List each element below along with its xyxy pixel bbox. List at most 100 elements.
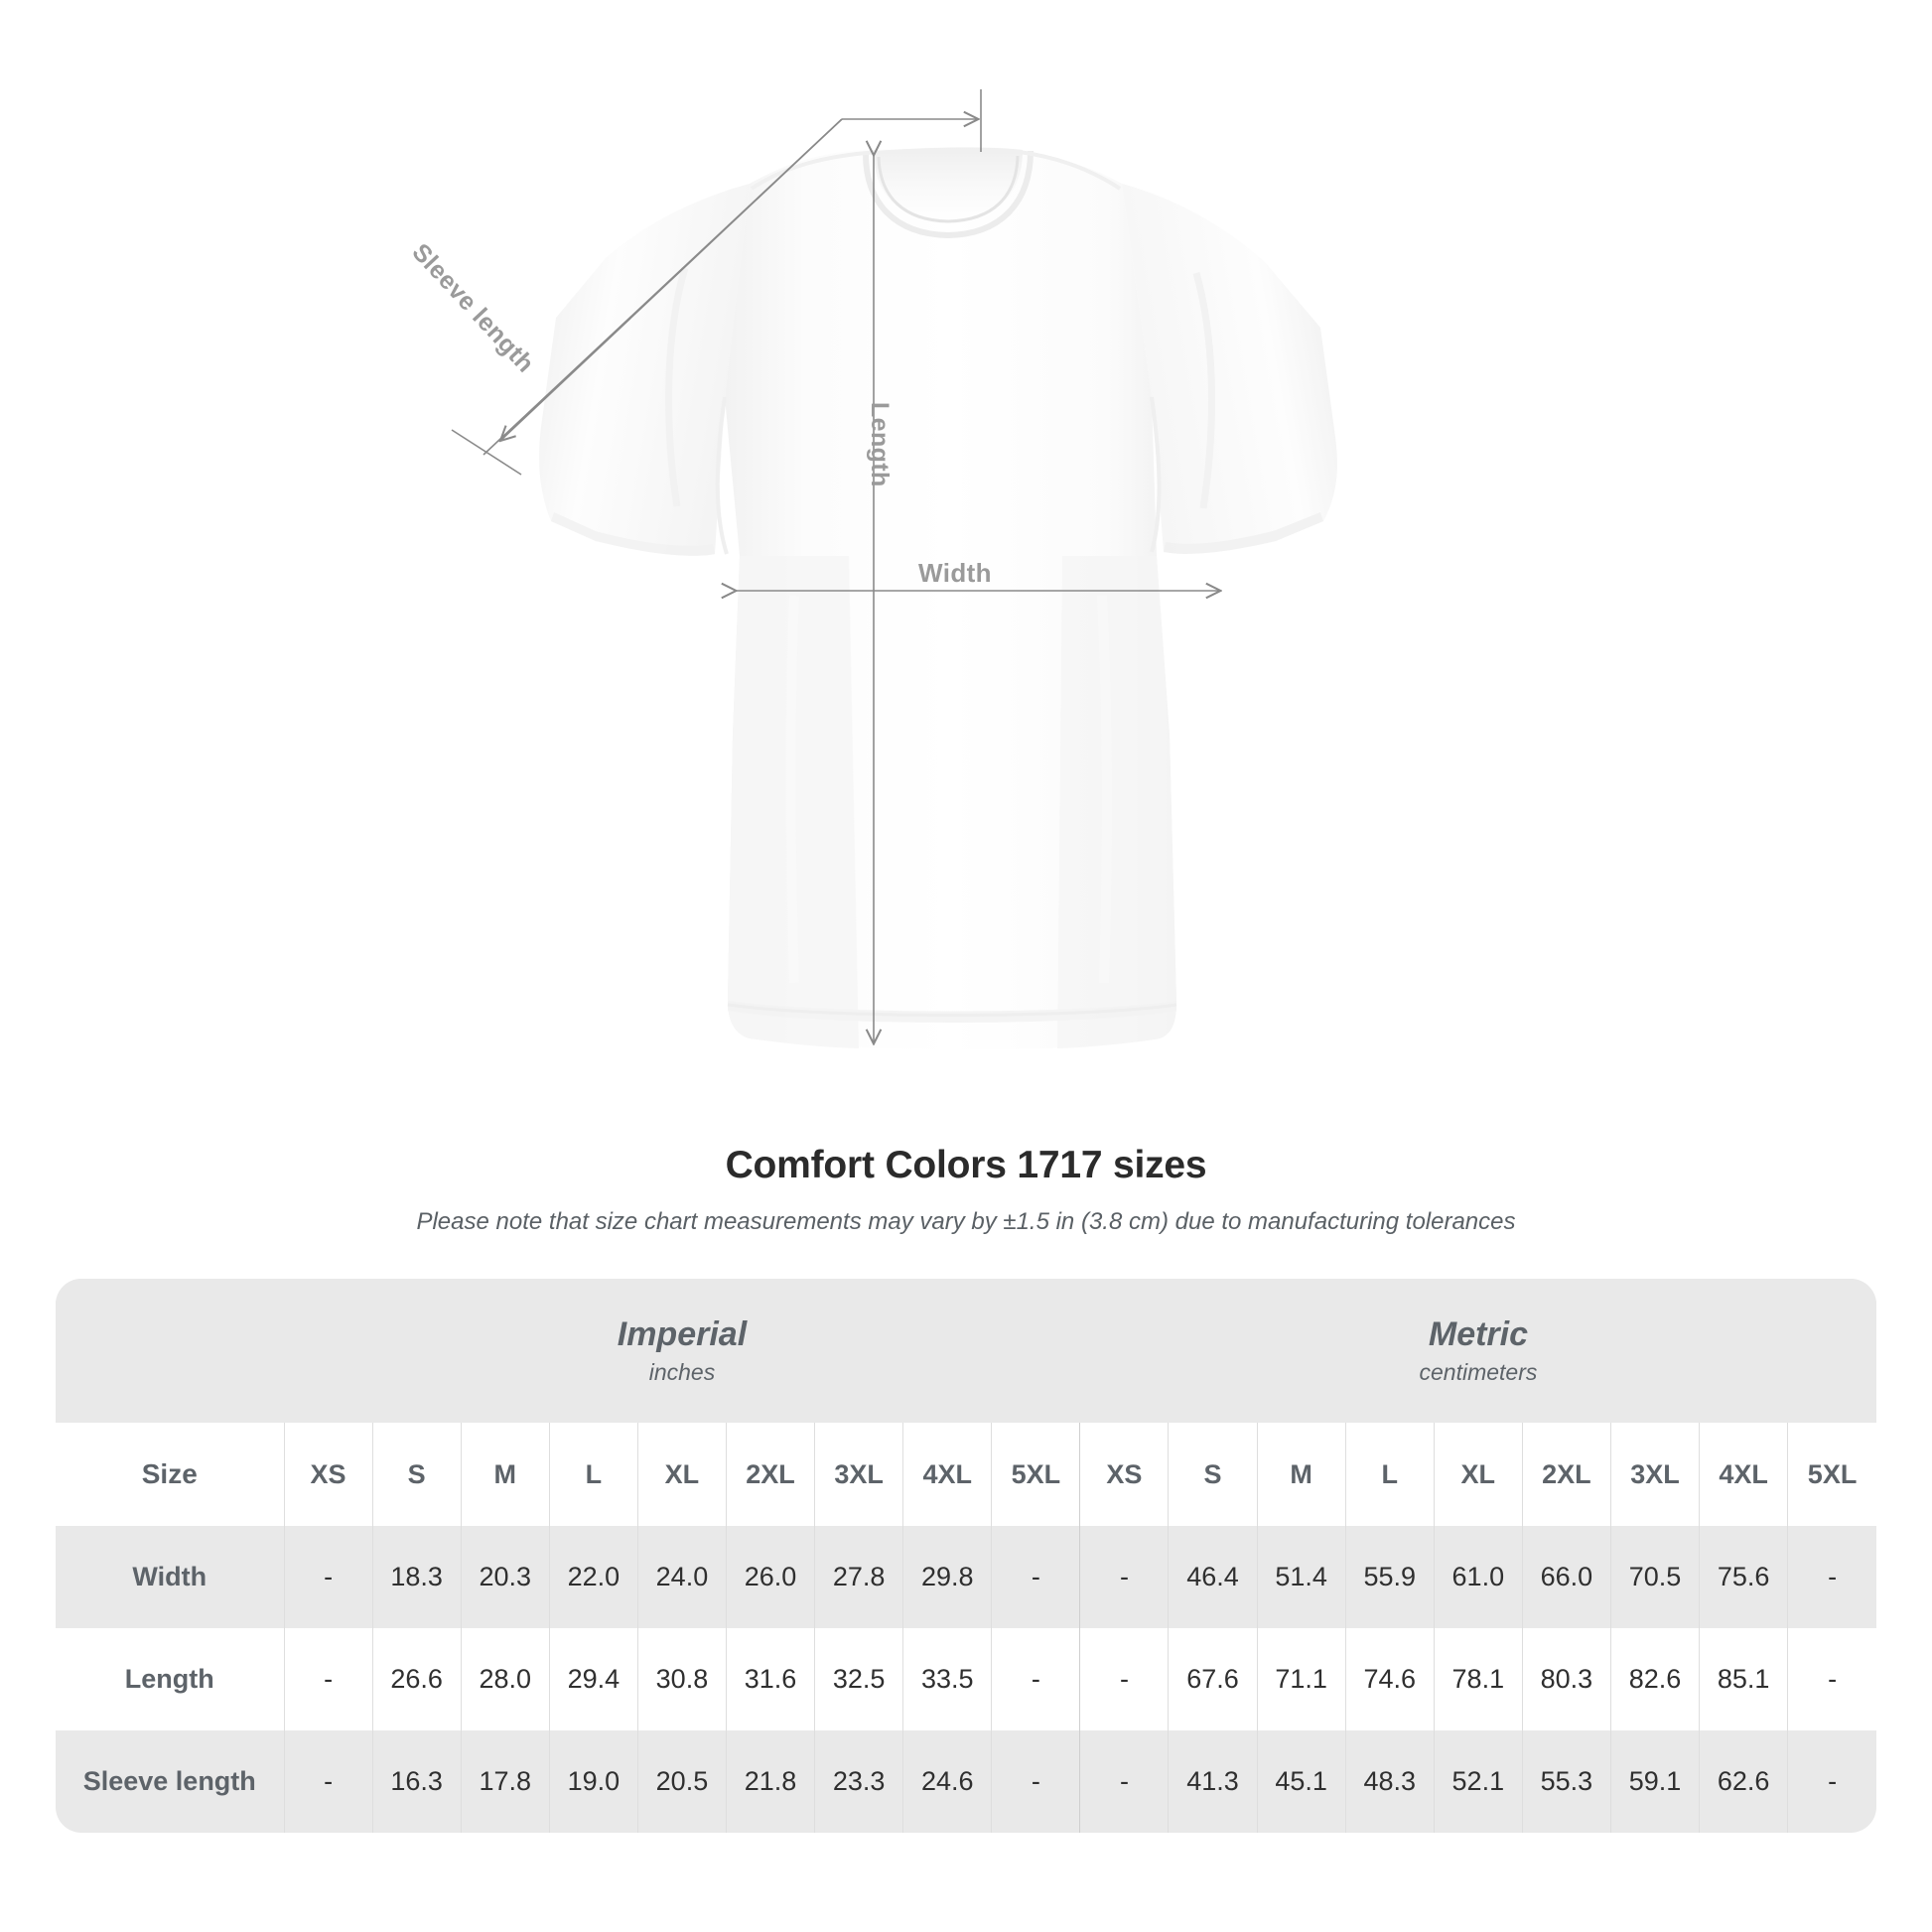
size-header-metric-3xl: 3XL — [1609, 1423, 1700, 1526]
cell-width-metric-s: 46.4 — [1168, 1526, 1258, 1628]
cell-sleeve-metric-5xl: - — [1787, 1730, 1876, 1833]
page-title: Comfort Colors 1717 sizes — [725, 1144, 1207, 1186]
cell-sleeve-imperial-l: 19.0 — [548, 1730, 638, 1833]
imperial-system-unit: inches — [648, 1359, 716, 1386]
table-row: Width - 18.3 20.3 22.0 24.0 26.0 27.8 29… — [56, 1526, 1876, 1628]
cell-width-imperial-s: 18.3 — [371, 1526, 462, 1628]
row-label-width: Width — [56, 1526, 285, 1628]
cell-width-metric-l: 55.9 — [1344, 1526, 1435, 1628]
cell-sleeve-imperial-xl: 20.5 — [636, 1730, 727, 1833]
size-header-metric-m: M — [1256, 1423, 1346, 1526]
size-header-metric-5xl: 5XL — [1787, 1423, 1876, 1526]
table-row: Length - 26.6 28.0 29.4 30.8 31.6 32.5 3… — [56, 1628, 1876, 1730]
metric-system-unit: centimeters — [1419, 1359, 1538, 1386]
cell-sleeve-imperial-s: 16.3 — [371, 1730, 462, 1833]
cell-width-metric-5xl: - — [1787, 1526, 1876, 1628]
size-header-metric-2xl: 2XL — [1521, 1423, 1611, 1526]
length-label: Length — [866, 402, 894, 487]
width-label: Width — [918, 558, 992, 588]
cell-width-metric-4xl: 75.6 — [1699, 1526, 1788, 1628]
cell-sleeve-imperial-4xl: 24.6 — [902, 1730, 992, 1833]
cell-width-imperial-4xl: 29.8 — [902, 1526, 992, 1628]
cell-sleeve-metric-xl: 52.1 — [1433, 1730, 1523, 1833]
imperial-system-name: Imperial — [617, 1314, 748, 1353]
size-header-imperial-2xl: 2XL — [725, 1423, 815, 1526]
size-header-imperial-l: L — [548, 1423, 638, 1526]
cell-sleeve-metric-2xl: 55.3 — [1521, 1730, 1611, 1833]
dimension-lines — [451, 89, 1219, 1042]
size-header-imperial-5xl: 5XL — [991, 1423, 1080, 1526]
size-corner-header: Size — [56, 1423, 285, 1526]
metric-system-name: Metric — [1428, 1314, 1529, 1353]
cell-sleeve-metric-3xl: 59.1 — [1609, 1730, 1700, 1833]
cell-length-imperial-2xl: 31.6 — [725, 1628, 815, 1730]
cell-length-metric-s: 67.6 — [1168, 1628, 1258, 1730]
size-header-metric-l: L — [1344, 1423, 1435, 1526]
unit-header-corner — [56, 1279, 285, 1423]
cell-length-metric-4xl: 85.1 — [1699, 1628, 1788, 1730]
table-row: Sleeve length - 16.3 17.8 19.0 20.5 21.8… — [56, 1730, 1876, 1833]
tshirt-body-shape — [539, 147, 1337, 1050]
cell-sleeve-metric-l: 48.3 — [1344, 1730, 1435, 1833]
cell-length-imperial-xs: - — [283, 1628, 373, 1730]
unit-header-imperial: Imperial inches — [284, 1279, 1080, 1423]
cell-length-imperial-s: 26.6 — [371, 1628, 462, 1730]
size-header-metric-s: S — [1168, 1423, 1258, 1526]
cell-width-imperial-2xl: 26.0 — [725, 1526, 815, 1628]
cell-width-imperial-l: 22.0 — [548, 1526, 638, 1628]
cell-length-metric-2xl: 80.3 — [1521, 1628, 1611, 1730]
size-header-imperial-3xl: 3XL — [814, 1423, 903, 1526]
size-header-imperial-4xl: 4XL — [902, 1423, 992, 1526]
cell-length-imperial-4xl: 33.5 — [902, 1628, 992, 1730]
cell-sleeve-metric-m: 45.1 — [1256, 1730, 1346, 1833]
size-header-metric-xl: XL — [1433, 1423, 1523, 1526]
cell-length-metric-5xl: - — [1787, 1628, 1876, 1730]
row-label-sleeve-length: Sleeve length — [56, 1730, 285, 1833]
cell-width-imperial-m: 20.3 — [460, 1526, 550, 1628]
cell-width-metric-m: 51.4 — [1256, 1526, 1346, 1628]
size-header-row: Size XS S M L XL 2XL 3XL 4XL 5XL XS S M … — [56, 1423, 1876, 1526]
cell-width-imperial-xs: - — [283, 1526, 373, 1628]
cell-length-metric-xl: 78.1 — [1433, 1628, 1523, 1730]
cell-length-imperial-l: 29.4 — [548, 1628, 638, 1730]
cell-sleeve-metric-xs: - — [1079, 1730, 1169, 1833]
cell-width-metric-xl: 61.0 — [1433, 1526, 1523, 1628]
size-header-imperial-xs: XS — [283, 1423, 373, 1526]
unit-header-metric: Metric centimeters — [1079, 1279, 1876, 1423]
cell-sleeve-imperial-5xl: - — [991, 1730, 1080, 1833]
size-header-imperial-s: S — [371, 1423, 462, 1526]
cell-width-imperial-xl: 24.0 — [636, 1526, 727, 1628]
size-chart-table: Imperial inches Metric centimeters Size … — [56, 1279, 1876, 1833]
cell-sleeve-imperial-m: 17.8 — [460, 1730, 550, 1833]
cell-sleeve-imperial-2xl: 21.8 — [725, 1730, 815, 1833]
size-header-imperial-m: M — [460, 1423, 550, 1526]
cell-length-metric-3xl: 82.6 — [1609, 1628, 1700, 1730]
cell-sleeve-imperial-xs: - — [283, 1730, 373, 1833]
cell-length-imperial-3xl: 32.5 — [814, 1628, 903, 1730]
cell-sleeve-metric-4xl: 62.6 — [1699, 1730, 1788, 1833]
row-label-length: Length — [56, 1628, 285, 1730]
cell-length-imperial-5xl: - — [991, 1628, 1080, 1730]
cell-length-metric-m: 71.1 — [1256, 1628, 1346, 1730]
size-header-metric-xs: XS — [1079, 1423, 1169, 1526]
size-header-metric-4xl: 4XL — [1699, 1423, 1788, 1526]
sleeve-diagonal-arrow — [501, 118, 843, 440]
cell-width-imperial-3xl: 27.8 — [814, 1526, 903, 1628]
cell-length-imperial-m: 28.0 — [460, 1628, 550, 1730]
cell-length-metric-xs: - — [1079, 1628, 1169, 1730]
cell-length-metric-l: 74.6 — [1344, 1628, 1435, 1730]
tshirt-measurement-diagram: Sleeve length Length Width — [407, 89, 1337, 1050]
cell-sleeve-metric-s: 41.3 — [1168, 1730, 1258, 1833]
page-subtitle: Please note that size chart measurements… — [416, 1208, 1516, 1235]
cell-sleeve-imperial-3xl: 23.3 — [814, 1730, 903, 1833]
sleeve-cuff-tick — [451, 429, 522, 476]
cell-length-imperial-xl: 30.8 — [636, 1628, 727, 1730]
cell-width-metric-xs: - — [1079, 1526, 1169, 1628]
cell-width-metric-2xl: 66.0 — [1521, 1526, 1611, 1628]
tshirt-diagram-svg — [451, 89, 1337, 1050]
unit-system-header-row: Imperial inches Metric centimeters — [56, 1279, 1876, 1423]
cell-width-imperial-5xl: - — [991, 1526, 1080, 1628]
cell-width-metric-3xl: 70.5 — [1609, 1526, 1700, 1628]
size-chart-table-container: Imperial inches Metric centimeters Size … — [56, 1279, 1876, 1833]
